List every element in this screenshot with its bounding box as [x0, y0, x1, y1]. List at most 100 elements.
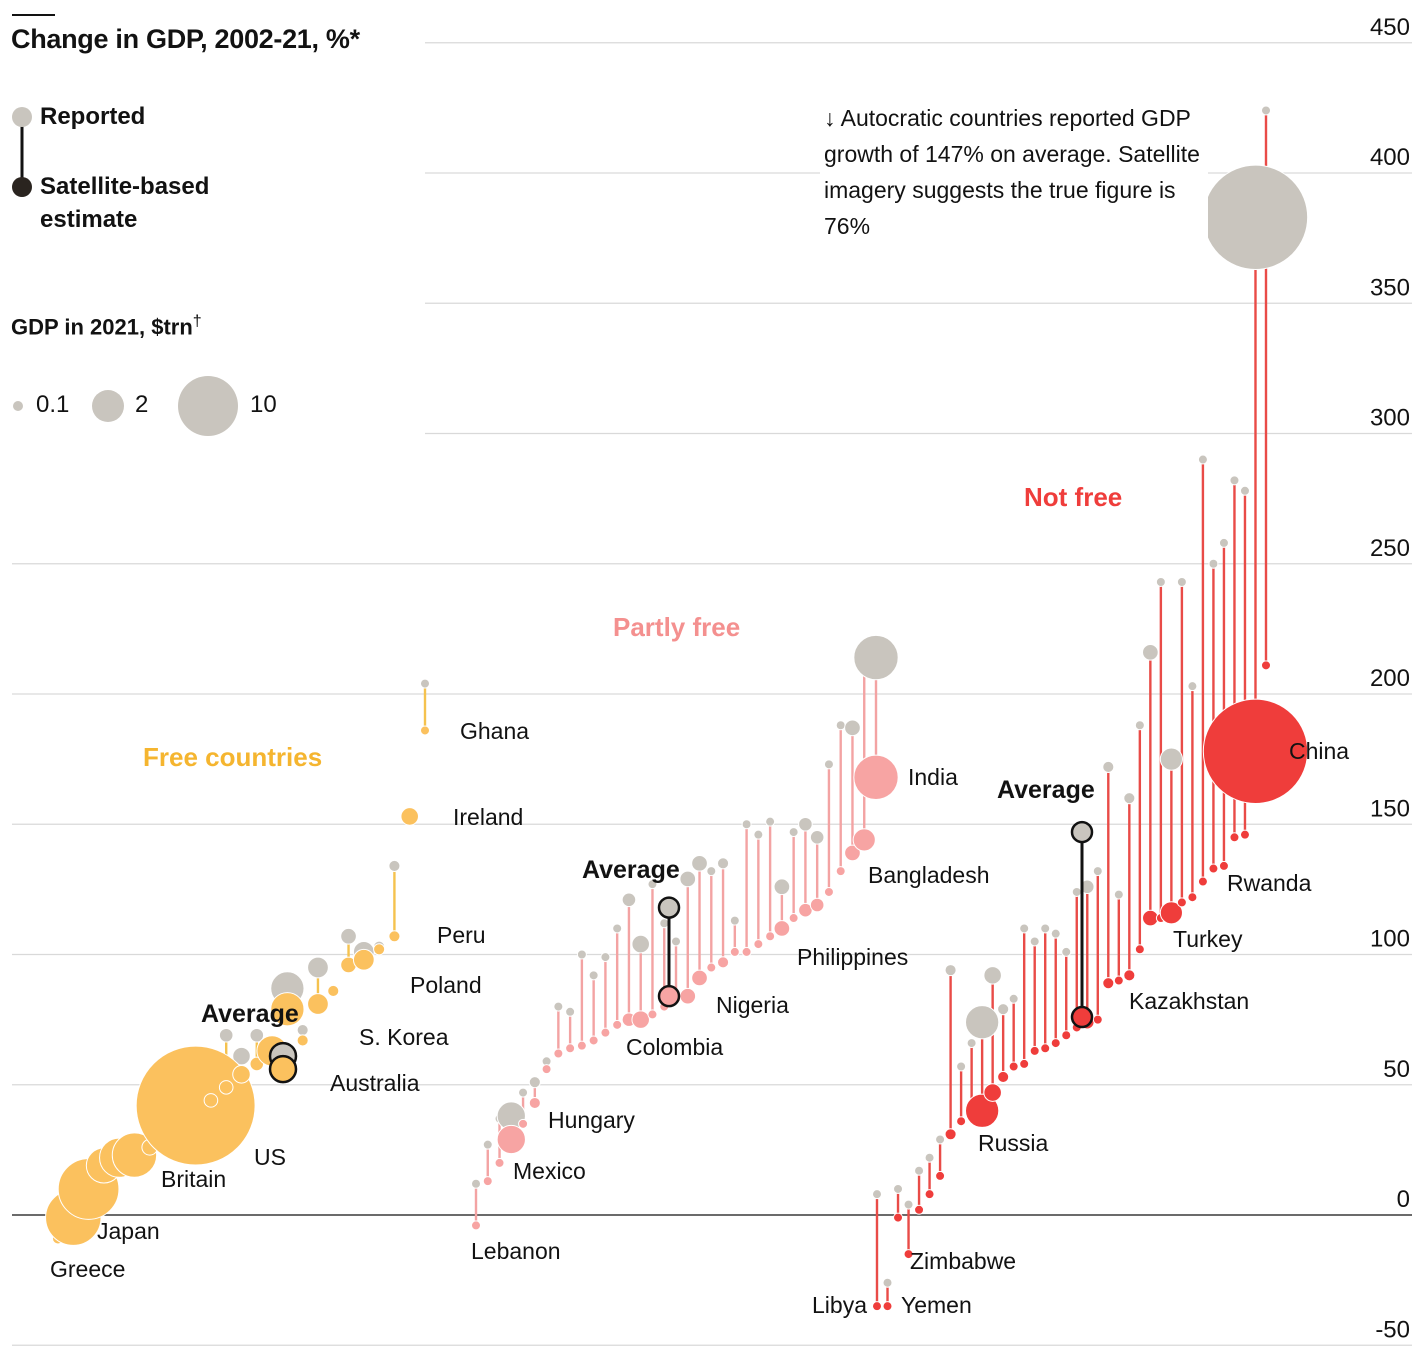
- estimate-dot: [882, 1301, 893, 1312]
- reported-dot: [612, 923, 623, 934]
- reported-dot: [1261, 105, 1271, 116]
- country-label: Ghana: [460, 718, 529, 744]
- reported-dot: [1155, 576, 1166, 587]
- estimate-dot: [964, 1093, 1000, 1128]
- average-estimate-dot: [657, 984, 681, 1008]
- reported-dot: [765, 816, 776, 827]
- reported-dot: [882, 1277, 893, 1288]
- average-label: Average: [997, 776, 1095, 804]
- estimate-dot: [400, 807, 419, 826]
- reported-dot: [691, 854, 708, 872]
- estimate-dot: [1239, 829, 1250, 840]
- country-label: Colombia: [626, 1034, 723, 1060]
- size-legend-small-dot: [13, 401, 23, 411]
- country-label: Bangladesh: [868, 862, 990, 888]
- y-tick-label: 450: [1370, 14, 1410, 41]
- country-label: Zimbabwe: [910, 1248, 1016, 1274]
- estimate-dot: [1123, 969, 1136, 982]
- estimate-dot: [1229, 832, 1240, 843]
- y-tick-label: 150: [1370, 795, 1410, 822]
- reported-dot: [835, 720, 846, 731]
- reported-dot: [420, 678, 430, 689]
- y-tick-label: 0: [1397, 1186, 1410, 1213]
- estimate-dot: [388, 930, 401, 943]
- estimate-dot: [352, 948, 375, 971]
- reported-dot: [935, 1134, 946, 1145]
- reported-dot: [565, 1006, 576, 1017]
- country-label: Australia: [330, 1070, 420, 1096]
- reported-dot: [1202, 164, 1309, 270]
- estimate-dot: [809, 897, 825, 913]
- size-legend-large-dot: [178, 376, 238, 436]
- y-tick-label: 350: [1370, 274, 1410, 301]
- estimate-dot: [218, 1080, 234, 1095]
- group-label-free: Free countries: [143, 742, 323, 772]
- y-tick-label: 300: [1370, 405, 1410, 432]
- estimate-dot: [1040, 1043, 1051, 1054]
- average-reported-dot: [657, 896, 681, 919]
- estimate-dot: [647, 1009, 658, 1020]
- reported-dot: [518, 1087, 529, 1098]
- reported-dot: [1029, 936, 1040, 947]
- size-legend-title-text: GDP in 2021, $trn: [11, 314, 193, 340]
- reported-dot: [753, 829, 764, 840]
- reported-dot: [232, 1046, 251, 1066]
- reported-dot: [1019, 923, 1030, 934]
- country-label: Libya: [812, 1292, 867, 1318]
- reported-dot: [706, 866, 717, 877]
- legend-estimate-label: Satellite-based estimate: [40, 173, 210, 233]
- estimate-dot: [1029, 1045, 1040, 1056]
- country-label: US: [254, 1144, 286, 1170]
- estimate-dot: [773, 920, 791, 937]
- reported-dot: [218, 1027, 234, 1043]
- reported-dot: [1229, 475, 1240, 486]
- estimate-dot: [1202, 698, 1309, 804]
- reported-dot: [647, 879, 658, 890]
- estimate-dot: [1134, 944, 1145, 955]
- reported-dot: [741, 819, 752, 830]
- reported-dot: [307, 956, 329, 979]
- estimate-dot: [496, 1124, 526, 1155]
- estimate-dot: [553, 1048, 564, 1059]
- estimate-dot: [1142, 909, 1159, 927]
- country-label: Mexico: [513, 1158, 586, 1184]
- size-legend-dagger: †: [192, 313, 202, 330]
- reported-dot: [1071, 886, 1082, 897]
- reported-dot: [1040, 923, 1051, 934]
- estimate-dot: [1061, 1030, 1072, 1041]
- estimate-dot: [835, 866, 846, 877]
- country-label: Poland: [410, 972, 482, 998]
- reported-dot: [717, 857, 730, 870]
- estimate-dot: [420, 725, 430, 736]
- reported-dot: [956, 1061, 967, 1072]
- estimate-dot: [823, 886, 834, 897]
- estimate-dot: [679, 987, 697, 1005]
- legend-estimate-dot: [12, 177, 32, 197]
- y-tick-label: 200: [1370, 665, 1410, 692]
- reported-dot: [600, 952, 611, 963]
- estimate-dot: [270, 992, 305, 1027]
- estimate-dot: [1092, 1014, 1103, 1025]
- reported-dot: [1187, 681, 1198, 692]
- estimate-dot: [788, 913, 799, 924]
- estimate-dot: [691, 969, 708, 987]
- chart-title: Change in GDP, 2002-21, %*: [11, 24, 360, 54]
- legend-reported-dot: [12, 107, 32, 127]
- country-label: Hungary: [548, 1107, 635, 1133]
- reported-dot: [679, 870, 697, 888]
- reported-dot: [1102, 760, 1115, 773]
- estimate-dot: [1218, 860, 1229, 871]
- country-stems: [225, 110, 1268, 1307]
- estimate-dot: [844, 844, 861, 862]
- country-label: S. Korea: [359, 1024, 449, 1050]
- estimate-dot: [296, 1034, 309, 1047]
- country-label: Russia: [978, 1130, 1049, 1156]
- reported-dot: [340, 927, 357, 945]
- estimate-dot: [1197, 876, 1208, 887]
- size-legend-title: GDP in 2021, $trn†: [11, 313, 202, 340]
- estimate-dot: [1159, 901, 1183, 925]
- reported-dot: [296, 1023, 309, 1037]
